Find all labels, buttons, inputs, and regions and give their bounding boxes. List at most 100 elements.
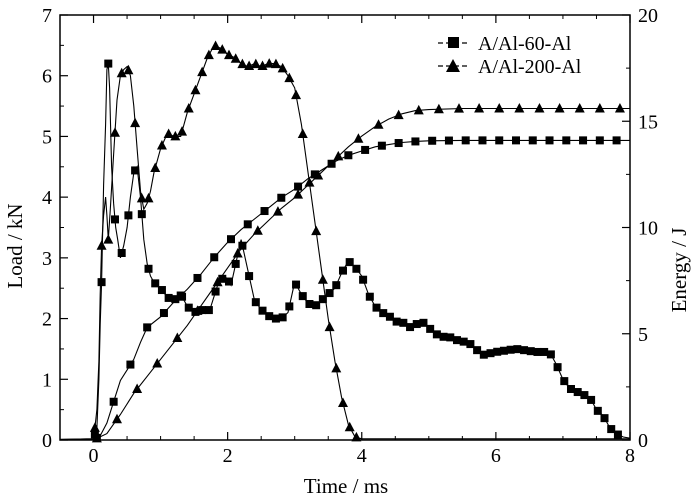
load-marker-a60 [593,406,602,415]
energy-line-a60 [93,139,630,441]
load-marker-a60 [345,258,354,267]
energy-marker-a200 [132,383,143,393]
energy-marker-a200 [373,119,384,129]
y-left-tick-label: 5 [42,126,52,148]
load-marker-a60 [218,274,227,283]
load-marker-a60 [566,385,575,393]
y-right-tick-label: 0 [638,430,648,452]
load-marker-a60 [318,295,327,304]
plot-frame [59,14,631,441]
load-marker-a200 [123,64,134,75]
load-marker-a200 [130,117,141,128]
load-marker-a200 [331,362,342,373]
x-tick-label: 8 [625,445,635,467]
load-marker-a200 [190,84,201,95]
energy-marker-a60 [143,323,152,332]
energy-marker-a200 [232,248,243,258]
load-marker-a60 [607,425,616,434]
load-marker-a200 [183,103,194,113]
load-marker-a60 [426,324,435,333]
energy-marker-a60 [310,170,319,179]
load-marker-a60 [553,363,562,372]
load-marker-a200 [109,127,120,137]
load-marker-a200 [96,240,107,250]
load-marker-a60 [520,346,529,355]
load-marker-a60 [493,347,502,356]
legend-label-a200: A/Al-200-Al [478,56,582,78]
load-marker-a60 [479,350,488,359]
y-right-tick-label: 10 [638,218,658,240]
load-marker-a60 [325,289,334,298]
load-marker-a200 [197,66,208,77]
load-line-a60 [59,63,631,440]
legend: A/Al-60-Al A/Al-200-Al [438,33,582,78]
load-marker-a200 [351,431,362,442]
load-marker-a60 [151,279,160,288]
load-marker-a200 [237,58,248,69]
load-marker-a60 [613,430,622,439]
load-marker-a60 [312,301,321,310]
energy-marker-a60 [243,220,252,229]
load-marker-a200 [344,421,355,432]
energy-marker-a60 [444,136,453,145]
load-marker-a60 [372,303,381,312]
load-marker-a200 [284,72,295,83]
energy-marker-a200 [212,276,223,287]
series-layer [59,40,631,443]
energy-marker-a60 [277,193,286,202]
load-marker-a60 [338,266,347,275]
energy-marker-a60 [478,136,487,145]
load-marker-a200 [337,397,348,407]
load-marker-a60 [406,323,415,332]
load-marker-a200 [163,128,174,138]
energy-marker-a200 [172,332,183,342]
x-axis-title: Time / ms [304,474,388,498]
load-marker-a60 [164,293,173,302]
energy-marker-a60 [612,136,621,145]
load-marker-a60 [131,166,140,175]
load-marker-a60 [392,317,401,326]
energy-marker-a200 [413,104,424,115]
load-marker-a60 [533,347,542,356]
energy-marker-a60 [411,137,420,146]
load-marker-a60 [305,300,314,308]
load-marker-a60 [452,336,461,345]
load-marker-a60 [171,295,180,304]
load-marker-a60 [157,286,166,295]
energy-marker-a60 [512,136,520,145]
load-marker-a60 [513,345,522,354]
energy-marker-a200 [614,103,625,113]
load-marker-a60 [459,337,468,346]
energy-marker-a60 [193,273,202,282]
load-marker-a200 [304,177,315,187]
load-marker-a200 [177,126,188,136]
load-marker-a60 [412,320,421,329]
y-left-tick-label: 2 [42,309,52,331]
load-marker-a60 [540,347,549,356]
y-right-tick-label: 20 [638,5,658,27]
energy-marker-a200 [252,225,263,235]
load-marker-a60 [499,346,508,355]
load-marker-a60 [432,330,441,339]
energy-marker-a200 [112,413,122,424]
load-marker-a200 [270,58,281,69]
load-marker-a60 [573,388,582,397]
energy-marker-a60 [428,136,437,145]
y-left-tick-label: 0 [42,430,52,452]
energy-marker-a60 [595,136,604,145]
load-marker-a60 [560,377,569,386]
load-marker-a200 [324,321,335,332]
energy-marker-a200 [333,150,344,161]
energy-marker-a60 [126,360,135,369]
y-left-axis-title: Load / kN [3,203,27,288]
load-marker-a60 [245,272,254,281]
energy-marker-a60 [327,159,336,168]
load-marker-a60 [137,210,146,219]
y-left-tick-label: 4 [42,187,52,209]
y-right-tick-label: 15 [638,111,658,133]
x-tick-label: 4 [357,445,367,467]
energy-marker-a60 [361,145,370,154]
load-marker-a60 [278,313,287,322]
y-right-axis-title: Energy / J [667,228,691,313]
load-marker-a200 [156,140,167,150]
